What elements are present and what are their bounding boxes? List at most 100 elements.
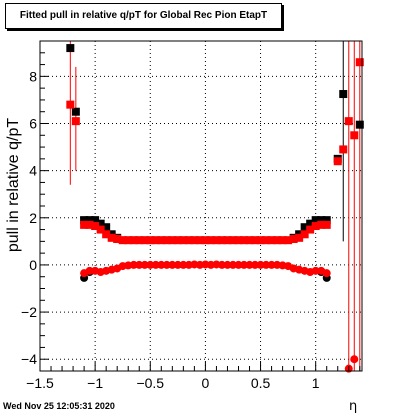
data-point-square: [85, 216, 94, 225]
data-point-circle: [311, 266, 320, 275]
data-point-square: [300, 230, 309, 239]
data-point-square: [245, 236, 254, 245]
data-point-square: [96, 225, 105, 234]
data-point-square: [118, 236, 127, 245]
data-point-square: [278, 236, 287, 245]
data-point-square: [339, 145, 348, 154]
data-point-square: [289, 235, 298, 243]
y-tick-label: 4: [29, 163, 37, 179]
data-point-square: [206, 236, 215, 245]
data-point-square: [355, 58, 364, 67]
x-tick-label: 1: [312, 375, 320, 391]
plot-background: [40, 41, 362, 371]
data-point-circle: [173, 260, 182, 269]
y-tick-label: 0: [29, 257, 37, 273]
data-point-circle: [85, 266, 94, 275]
data-point-square: [71, 117, 80, 126]
data-point-circle: [256, 260, 265, 269]
data-point-square: [201, 236, 210, 245]
data-point-square: [179, 236, 188, 245]
data-point-square: [107, 233, 116, 242]
data-point-square: [113, 235, 122, 243]
data-point-circle: [129, 260, 138, 269]
data-point-square: [311, 216, 320, 225]
data-point-circle: [217, 260, 226, 269]
data-point-circle: [179, 260, 188, 269]
data-point-square: [91, 222, 100, 231]
data-point-square: [157, 236, 166, 245]
x-tick-label: 0.5: [251, 375, 271, 391]
x-tick-label: −0.5: [136, 375, 164, 391]
data-point-square: [217, 236, 226, 245]
x-tick-label: −1: [87, 375, 103, 391]
chart-title: Fitted pull in relative q/pT for Global …: [19, 10, 268, 21]
data-point-square: [91, 216, 100, 225]
data-point-circle: [322, 269, 331, 278]
data-point-circle: [168, 260, 177, 269]
data-point-square: [96, 219, 105, 228]
data-point-square: [311, 222, 320, 231]
x-tick-label: −1.5: [26, 375, 54, 391]
error-bars: [69, 41, 361, 371]
data-point-circle: [223, 260, 232, 269]
x-tick-label: 0: [202, 375, 210, 391]
data-point-square: [66, 100, 75, 109]
data-point-square: [339, 90, 348, 99]
data-point-square: [234, 236, 243, 245]
data-point-circle: [267, 260, 276, 269]
data-point-circle: [262, 260, 271, 269]
y-axis-label-text: pull in relative q/pT: [5, 117, 22, 253]
data-point-circle: [157, 260, 166, 269]
data-point-square: [300, 223, 309, 232]
data-point-square: [71, 107, 80, 116]
data-point-square: [80, 216, 89, 225]
data-point-square: [273, 236, 282, 245]
data-point-circle: [240, 260, 249, 269]
data-point-square: [333, 157, 342, 166]
data-point-square: [102, 223, 111, 232]
data-point-square: [344, 117, 353, 126]
data-point-square: [350, 131, 359, 140]
data-point-square: [267, 236, 276, 245]
data-point-square: [80, 220, 89, 229]
y-tick-label: 6: [29, 116, 37, 132]
data-point-circle: [140, 260, 149, 269]
data-point-circle: [245, 260, 254, 269]
data-point-square: [146, 236, 155, 245]
data-point-square: [306, 219, 315, 228]
data-point-square: [162, 236, 171, 245]
data-point-square: [295, 233, 304, 242]
y-axis-label: pull in relative q/pT: [2, 110, 26, 260]
y-tick-label: 2: [29, 210, 37, 226]
data-point-square: [66, 44, 75, 53]
data-point-circle: [151, 260, 160, 269]
data-point-circle: [135, 260, 144, 269]
data-point-square: [173, 236, 182, 245]
grid: [39, 41, 362, 371]
data-point-circle: [350, 355, 359, 364]
data-point-circle: [228, 260, 237, 269]
title-box: Fitted pull in relative q/pT for Global …: [5, 3, 282, 29]
data-point-square: [306, 225, 315, 234]
data-point-square: [184, 236, 193, 245]
data-point-square: [140, 236, 149, 245]
data-point-square: [135, 236, 144, 245]
axes: −1.5 −1 −0.5 0 0.5 1 −4 −2 0 2 4 6 8: [21, 40, 363, 391]
timestamp: Wed Nov 25 12:05:31 2020: [3, 401, 115, 411]
data-point-square: [317, 220, 326, 229]
data-point-square: [151, 236, 160, 245]
data-point-square: [262, 236, 271, 245]
data-point-square: [317, 216, 326, 225]
data-markers: [66, 44, 364, 373]
data-point-square: [129, 236, 138, 245]
data-point-circle: [146, 260, 155, 269]
data-point-square: [322, 220, 331, 229]
y-tick-label: 8: [29, 68, 37, 84]
data-point-square: [212, 236, 221, 245]
data-point-square: [102, 230, 111, 239]
data-point-square: [195, 236, 204, 245]
data-point-square: [251, 236, 260, 245]
data-point-circle: [162, 260, 171, 269]
data-point-square: [85, 220, 94, 229]
